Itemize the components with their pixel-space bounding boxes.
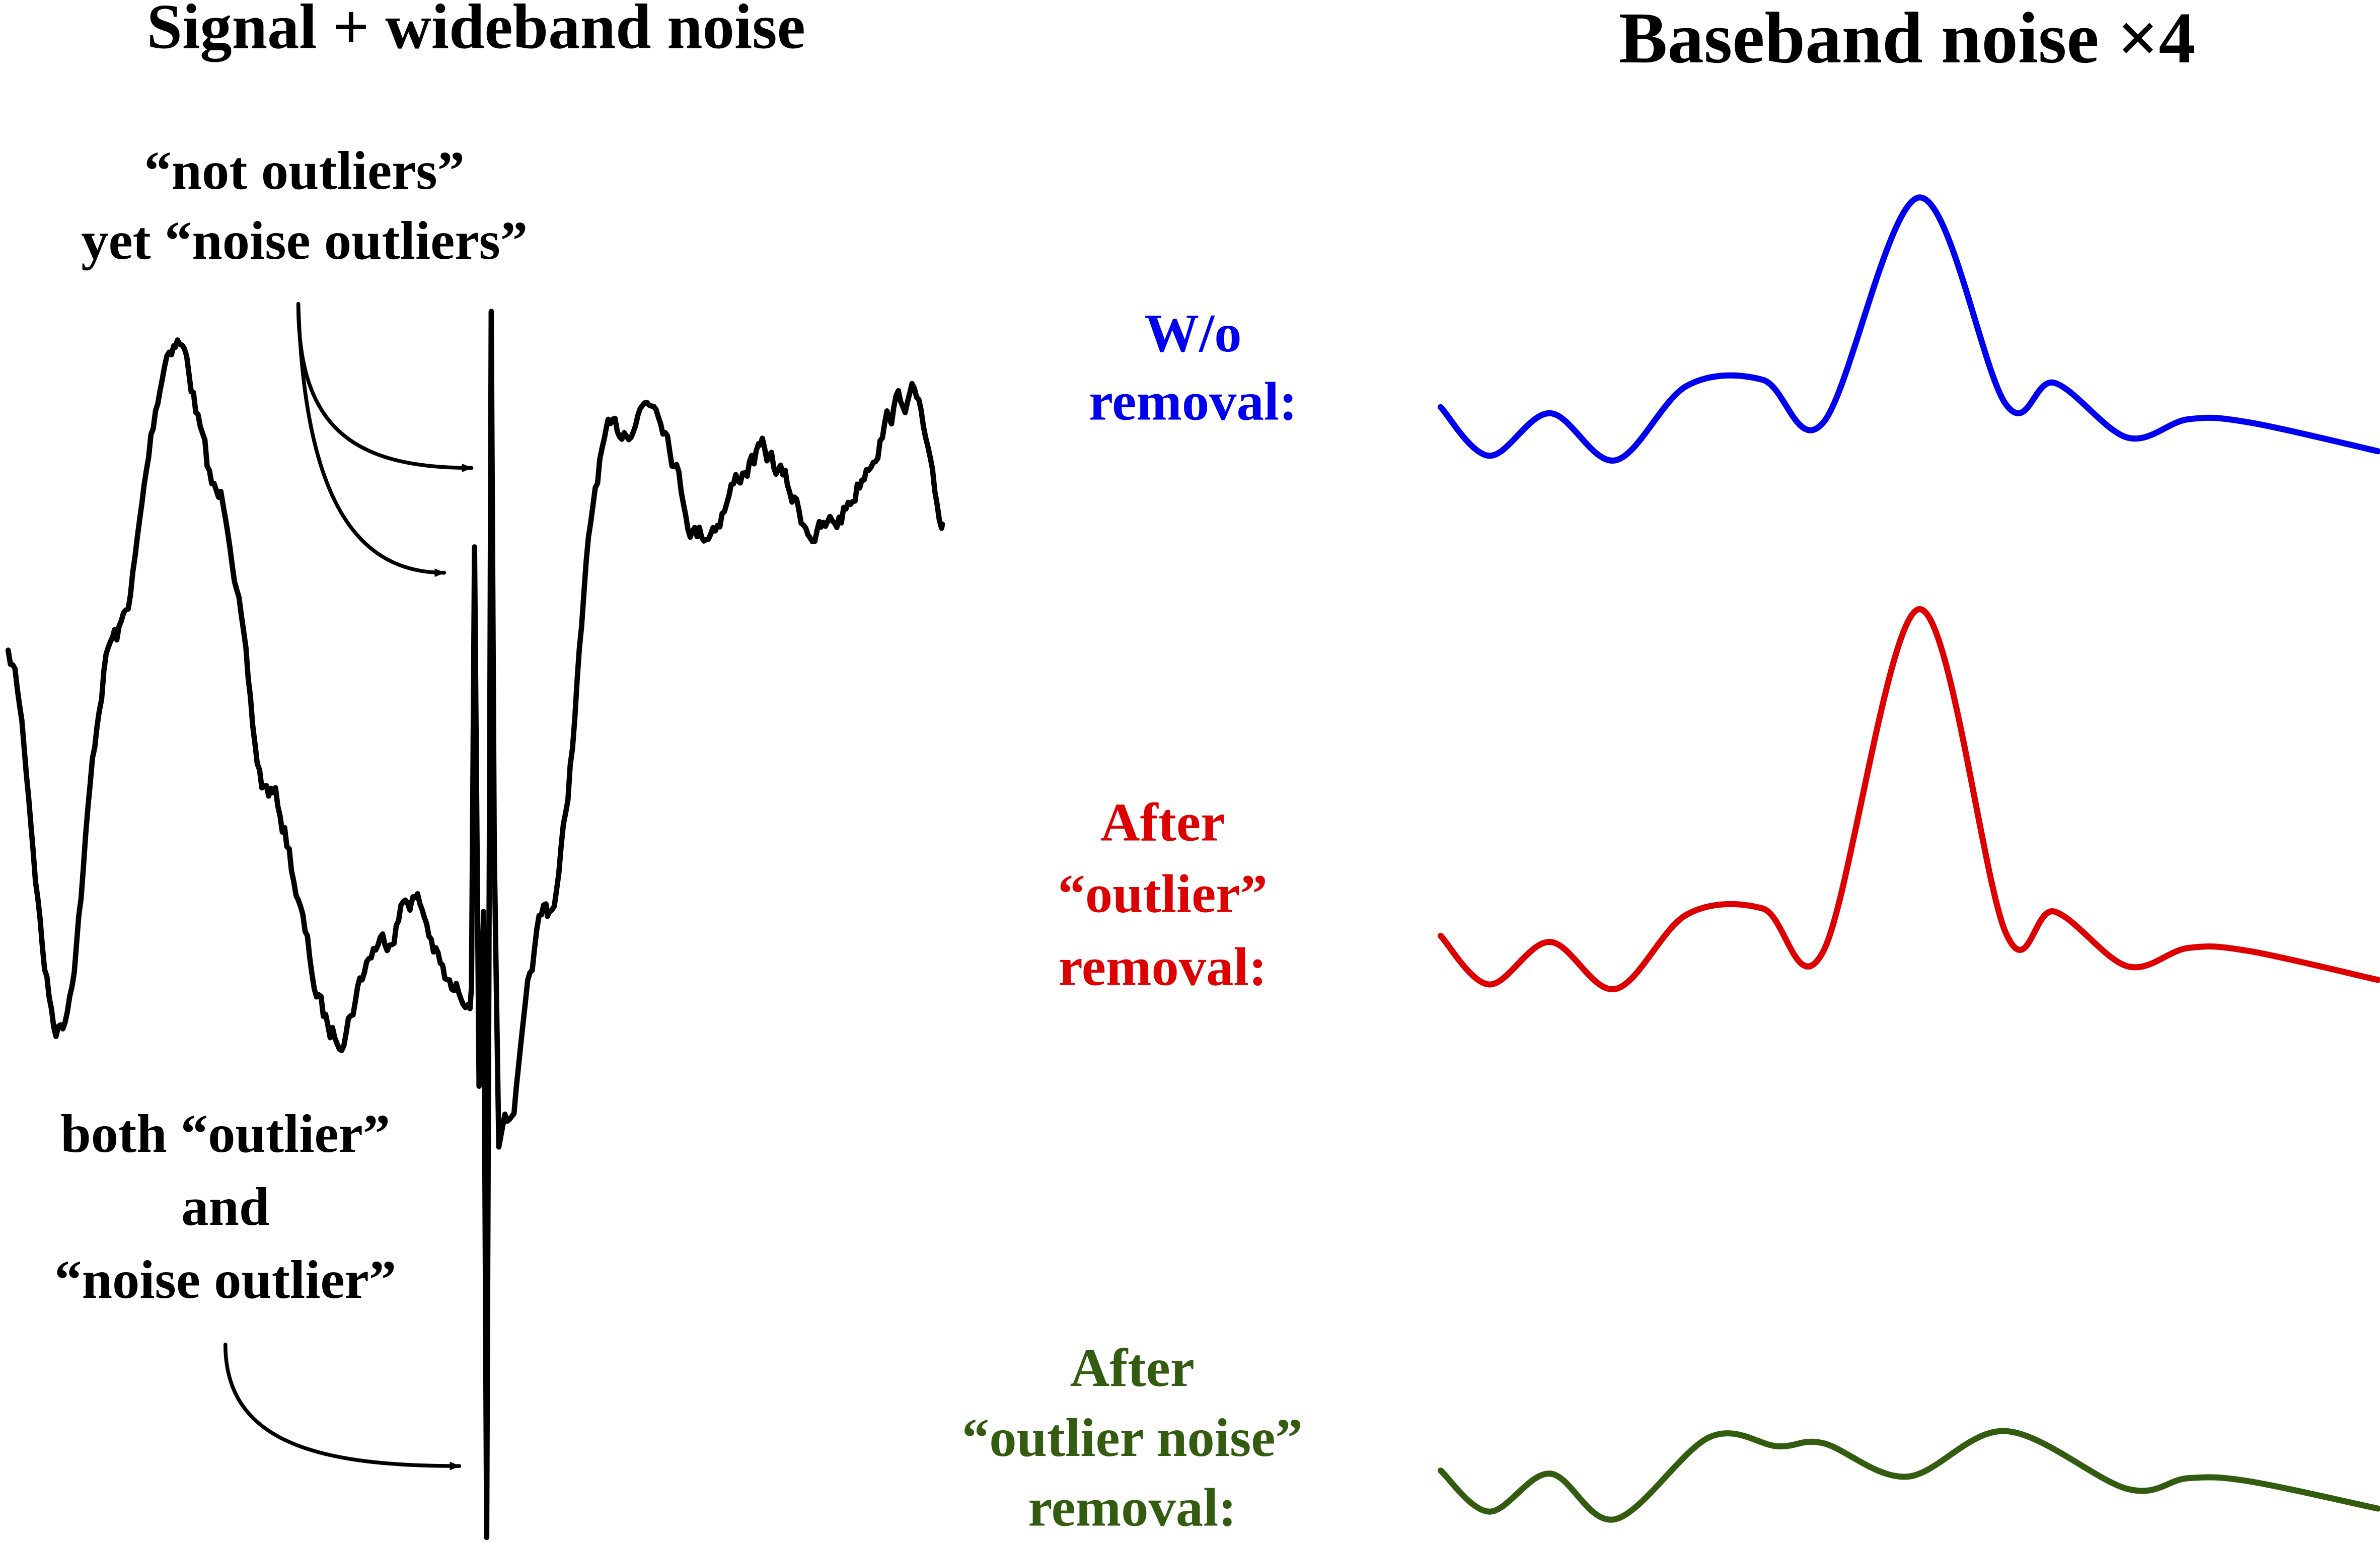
trace-label: removal:: [1059, 936, 1267, 997]
annotation: “not outliers”: [144, 140, 465, 201]
trace: [1437, 606, 2380, 992]
arrow: [296, 302, 447, 577]
trace: [1437, 1428, 2380, 1523]
annotation: both “outlier”: [60, 1104, 390, 1164]
trace-label: After: [1070, 1338, 1195, 1398]
right-title: Baseband noise ×4: [1619, 0, 2195, 79]
annotation: “noise outlier”: [54, 1250, 396, 1310]
trace-label: “outlier”: [1058, 863, 1268, 924]
trace-label: “outlier noise”: [962, 1408, 1303, 1468]
trace-label: W/o: [1144, 303, 1241, 363]
annotation: and: [181, 1177, 269, 1237]
trace: [1437, 194, 2380, 464]
arrow: [296, 302, 474, 472]
trace-label: removal:: [1028, 1478, 1236, 1538]
arrow: [223, 1342, 462, 1471]
trace-label: After: [1100, 792, 1225, 853]
signal: [5, 309, 945, 1540]
trace-label: removal:: [1089, 372, 1297, 432]
annotation: yet “noise outliers”: [81, 210, 528, 271]
left-title: Signal + wideband noise: [147, 0, 805, 62]
